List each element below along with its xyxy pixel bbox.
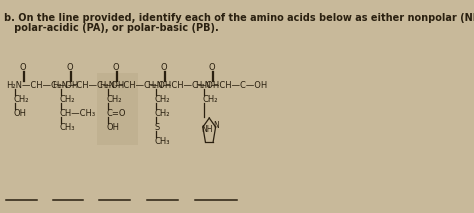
Text: H₂N—CH—C—OH: H₂N—CH—C—OH	[6, 81, 78, 89]
Text: O: O	[20, 62, 27, 72]
Text: O: O	[113, 62, 119, 72]
Text: CH₃: CH₃	[154, 137, 170, 145]
Text: CH₂: CH₂	[202, 95, 218, 104]
Text: NH: NH	[201, 125, 213, 134]
Text: CH—CH₃: CH—CH₃	[60, 108, 96, 118]
Text: H₂N—CH—C—OH: H₂N—CH—C—OH	[195, 81, 267, 89]
Text: b. On the line provided, identify each of the amino acids below as either nonpol: b. On the line provided, identify each o…	[4, 13, 474, 23]
Text: CH₂: CH₂	[106, 95, 122, 104]
Bar	[98, 73, 137, 145]
Text: CH₃: CH₃	[60, 122, 75, 131]
Text: H₂N—CH—C—OH: H₂N—CH—C—OH	[53, 81, 125, 89]
Text: CH₂: CH₂	[60, 95, 75, 104]
Text: O: O	[209, 62, 215, 72]
Text: polar-acidic (PA), or polar-basic (PB).: polar-acidic (PA), or polar-basic (PB).	[4, 23, 219, 33]
Text: OH: OH	[106, 122, 119, 131]
Text: N: N	[213, 121, 219, 131]
Text: CH₂: CH₂	[154, 108, 170, 118]
Text: C=O: C=O	[106, 108, 126, 118]
Text: O: O	[66, 62, 73, 72]
Text: CH₂: CH₂	[154, 95, 170, 104]
Text: S: S	[154, 122, 159, 131]
Text: OH: OH	[13, 108, 27, 118]
Text: H₂N—CH—C—OH: H₂N—CH—C—OH	[147, 81, 219, 89]
Text: CH₂: CH₂	[13, 95, 29, 104]
Text: O: O	[161, 62, 167, 72]
Text: H₂N—CH—C—OH: H₂N—CH—C—OH	[99, 81, 171, 89]
